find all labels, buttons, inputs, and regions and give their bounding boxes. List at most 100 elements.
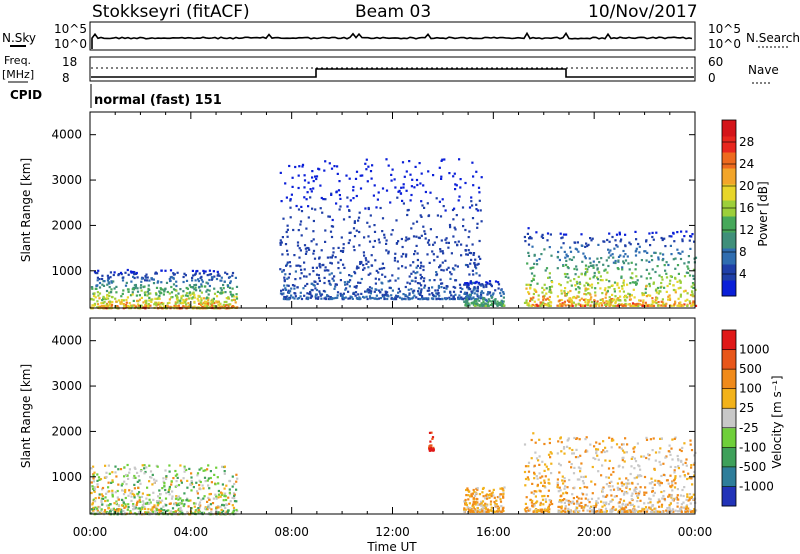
data-point — [530, 280, 533, 283]
data-point — [312, 187, 315, 190]
data-point — [324, 198, 327, 201]
data-point — [533, 253, 536, 256]
data-point — [431, 292, 434, 295]
data-point — [133, 494, 136, 498]
data-point — [346, 205, 349, 208]
data-point — [479, 500, 483, 503]
data-point — [232, 293, 235, 296]
data-point — [645, 438, 649, 441]
data-point — [634, 492, 638, 495]
data-point — [586, 486, 589, 489]
data-point — [140, 277, 143, 280]
data-point — [318, 279, 321, 282]
data-point — [317, 274, 320, 277]
data-point — [415, 244, 418, 247]
data-point — [232, 492, 236, 495]
data-point — [160, 281, 163, 284]
data-point — [343, 297, 346, 300]
data-point — [421, 296, 424, 299]
data-point — [628, 482, 631, 485]
data-point — [692, 286, 695, 289]
data-point — [579, 282, 582, 285]
data-point — [493, 496, 496, 499]
data-point — [337, 246, 340, 249]
data-point — [420, 284, 423, 287]
data-point — [617, 488, 620, 491]
data-point — [474, 304, 477, 307]
data-point — [397, 267, 400, 270]
data-point — [580, 233, 583, 236]
data-point — [200, 291, 203, 294]
data-point — [584, 274, 587, 277]
data-point — [605, 502, 608, 506]
data-point — [219, 495, 222, 498]
data-point — [383, 297, 386, 301]
data-point — [446, 285, 449, 288]
data-point — [635, 283, 638, 286]
data-point — [113, 287, 116, 290]
data-point — [190, 479, 193, 483]
data-point — [621, 449, 625, 452]
data-point — [489, 503, 492, 506]
data-point — [589, 505, 593, 508]
data-point — [525, 496, 528, 499]
data-point — [635, 247, 638, 250]
data-point — [306, 191, 309, 194]
data-point — [558, 282, 561, 286]
data-point — [296, 241, 300, 244]
data-point — [558, 505, 561, 509]
data-point — [561, 499, 565, 502]
data-point — [204, 506, 207, 509]
data-point — [476, 510, 479, 513]
data-point — [474, 503, 477, 506]
data-point — [497, 505, 500, 508]
data-point — [476, 263, 479, 266]
data-point — [684, 299, 687, 302]
data-point — [584, 272, 587, 275]
data-point — [664, 456, 667, 459]
data-point — [566, 281, 569, 284]
data-point — [128, 302, 131, 305]
data-point — [559, 464, 562, 467]
data-point — [619, 240, 622, 243]
data-point — [477, 186, 481, 189]
data-point — [332, 247, 335, 250]
data-point — [569, 500, 572, 503]
data-point — [661, 259, 664, 262]
data-point — [203, 300, 207, 303]
data-point — [590, 286, 594, 289]
data-point — [677, 272, 680, 275]
data-point — [656, 304, 660, 307]
data-point — [184, 294, 188, 297]
data-point — [431, 436, 435, 439]
data-point — [556, 483, 559, 486]
data-point — [492, 292, 495, 295]
data-point — [622, 279, 625, 282]
data-point — [410, 288, 413, 291]
data-point — [328, 297, 332, 301]
data-point — [409, 199, 412, 202]
data-point — [194, 286, 197, 289]
data-point — [594, 294, 597, 297]
data-point — [143, 467, 146, 470]
data-point — [450, 294, 453, 297]
data-point — [90, 286, 94, 289]
data-point — [550, 254, 553, 257]
data-point — [91, 502, 94, 505]
data-point — [157, 303, 160, 306]
data-point — [617, 286, 620, 289]
data-point — [662, 510, 665, 513]
data-point — [92, 506, 95, 509]
data-point — [134, 476, 137, 479]
data-point — [685, 505, 688, 508]
data-point — [692, 463, 696, 466]
data-point — [688, 493, 692, 496]
data-point — [191, 483, 194, 486]
data-point — [473, 302, 476, 305]
data-point — [109, 300, 112, 303]
data-point — [209, 470, 212, 473]
data-point — [286, 284, 289, 287]
data-point — [330, 256, 333, 259]
data-point — [157, 296, 160, 299]
data-point — [109, 271, 112, 274]
